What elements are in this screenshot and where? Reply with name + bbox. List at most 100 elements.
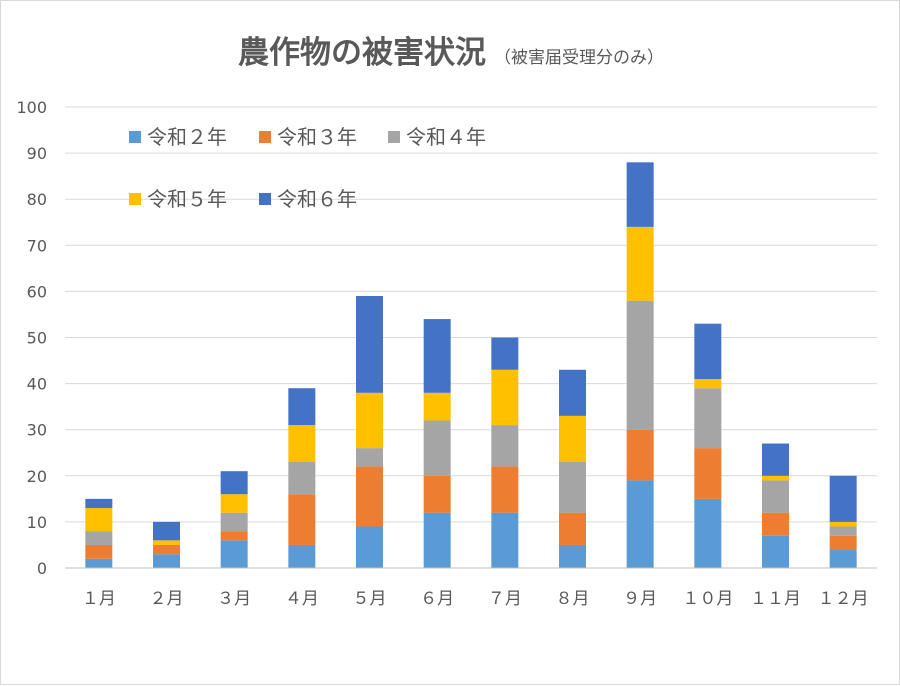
bar-segment (829, 475, 857, 522)
y-tick-label: 30 (27, 421, 47, 440)
gridlines (65, 106, 877, 523)
y-tick-label: 100 (16, 98, 47, 117)
legend-swatch (129, 193, 141, 205)
bar-segment (491, 425, 519, 467)
bar-segment (85, 531, 113, 545)
bar-segment (356, 466, 383, 527)
chart-title-block: 農作物の被害状況 （被害届受理分のみ） (1, 27, 900, 72)
bar-segment (153, 540, 180, 545)
legend-label: 令和４年 (406, 125, 486, 149)
bar-segment (694, 448, 722, 499)
bar-segment (694, 498, 722, 568)
y-tick-label: 60 (27, 282, 47, 301)
bar-segment (626, 226, 654, 301)
chart-title: 農作物の被害状況 (238, 35, 486, 71)
bar-segment (85, 508, 113, 532)
bar-segment (829, 549, 857, 568)
y-tick-label: 80 (27, 190, 47, 209)
bar-segment (762, 443, 789, 476)
x-tick-label: １月 (82, 589, 116, 609)
bar-segment (220, 540, 248, 568)
legend-label: 令和２年 (147, 125, 227, 149)
bar-segment (153, 521, 180, 541)
bar-segment (423, 512, 451, 568)
bar-segment (153, 544, 180, 555)
x-tick-label: ９月 (623, 589, 657, 609)
legend-label: 令和５年 (147, 187, 227, 211)
bar-segment (491, 466, 519, 513)
y-tick-label: 0 (37, 559, 47, 578)
x-tick-label: ７月 (488, 589, 522, 609)
x-tick-label: ６月 (420, 589, 454, 609)
bar-segment (288, 425, 316, 462)
bar-segment (288, 544, 316, 568)
bar-segment (85, 558, 113, 568)
bar-segment (220, 494, 248, 513)
bar-segment (626, 480, 654, 568)
bar-segment (423, 392, 451, 421)
bar-segment (356, 526, 383, 568)
bar-segment (491, 512, 519, 568)
bar-segment (694, 323, 722, 379)
bar-segment (85, 498, 113, 509)
bar-segment (626, 429, 654, 481)
bar-segment (559, 544, 586, 568)
y-tick-label: 10 (27, 513, 47, 532)
bar-segment (626, 300, 654, 430)
x-tick-label: １０月 (682, 589, 733, 609)
bar-segment (559, 369, 586, 416)
bar-segment (220, 531, 248, 541)
x-tick-label: ２月 (150, 589, 184, 609)
y-tick-label: 50 (27, 329, 47, 348)
bar-segment (559, 512, 586, 545)
legend-swatch (388, 131, 400, 143)
bar-segment (423, 319, 451, 393)
x-tick-label: ５月 (353, 589, 387, 609)
bars (85, 162, 857, 568)
bar-segment (762, 475, 789, 481)
bar-segment (153, 554, 180, 568)
y-tick-label: 70 (27, 236, 47, 255)
bar-segment (829, 535, 857, 550)
bar-segment (288, 461, 316, 495)
bar-segment (356, 448, 383, 467)
bar-segment (762, 512, 789, 536)
chart-subtitle: （被害届受理分のみ） (494, 48, 664, 68)
bar-segment (491, 369, 519, 426)
bar-segment (829, 526, 857, 536)
bar-segment (829, 521, 857, 527)
y-tick-label: 90 (27, 144, 47, 163)
x-tick-label: ８月 (556, 589, 590, 609)
bar-segment (626, 162, 654, 227)
bar-segment (762, 480, 789, 513)
bar-segment (85, 544, 113, 559)
bar-segment (559, 415, 586, 462)
bar-segment (762, 535, 789, 568)
bar-segment (559, 461, 586, 513)
y-tick-label: 40 (27, 375, 47, 394)
legend-label: 令和６年 (277, 187, 357, 211)
y-tick-label: 20 (27, 467, 47, 486)
legend-swatch (259, 193, 271, 205)
x-tick-label: ３月 (217, 589, 251, 609)
legend-swatch (129, 131, 141, 143)
legend-swatch (259, 131, 271, 143)
bar-segment (694, 378, 722, 389)
bar-segment (288, 388, 316, 426)
bar-segment (356, 296, 383, 393)
bar-segment (220, 512, 248, 532)
bar-segment (423, 475, 451, 513)
bar-segment (694, 388, 722, 449)
bar-segment (491, 337, 519, 370)
x-tick-label: ４月 (285, 589, 319, 609)
legend-label: 令和３年 (277, 125, 357, 149)
bar-segment (220, 471, 248, 495)
bar-segment (356, 392, 383, 449)
bar-segment (288, 494, 316, 545)
x-tick-label: １２月 (818, 589, 869, 609)
bar-segment (423, 420, 451, 476)
axes: 0 10 20 30 40 50 60 70 80 90 100 １月 ２月 ３月 ４月 ５月 ６月 ７月 ８月 ９月… (16, 98, 877, 609)
